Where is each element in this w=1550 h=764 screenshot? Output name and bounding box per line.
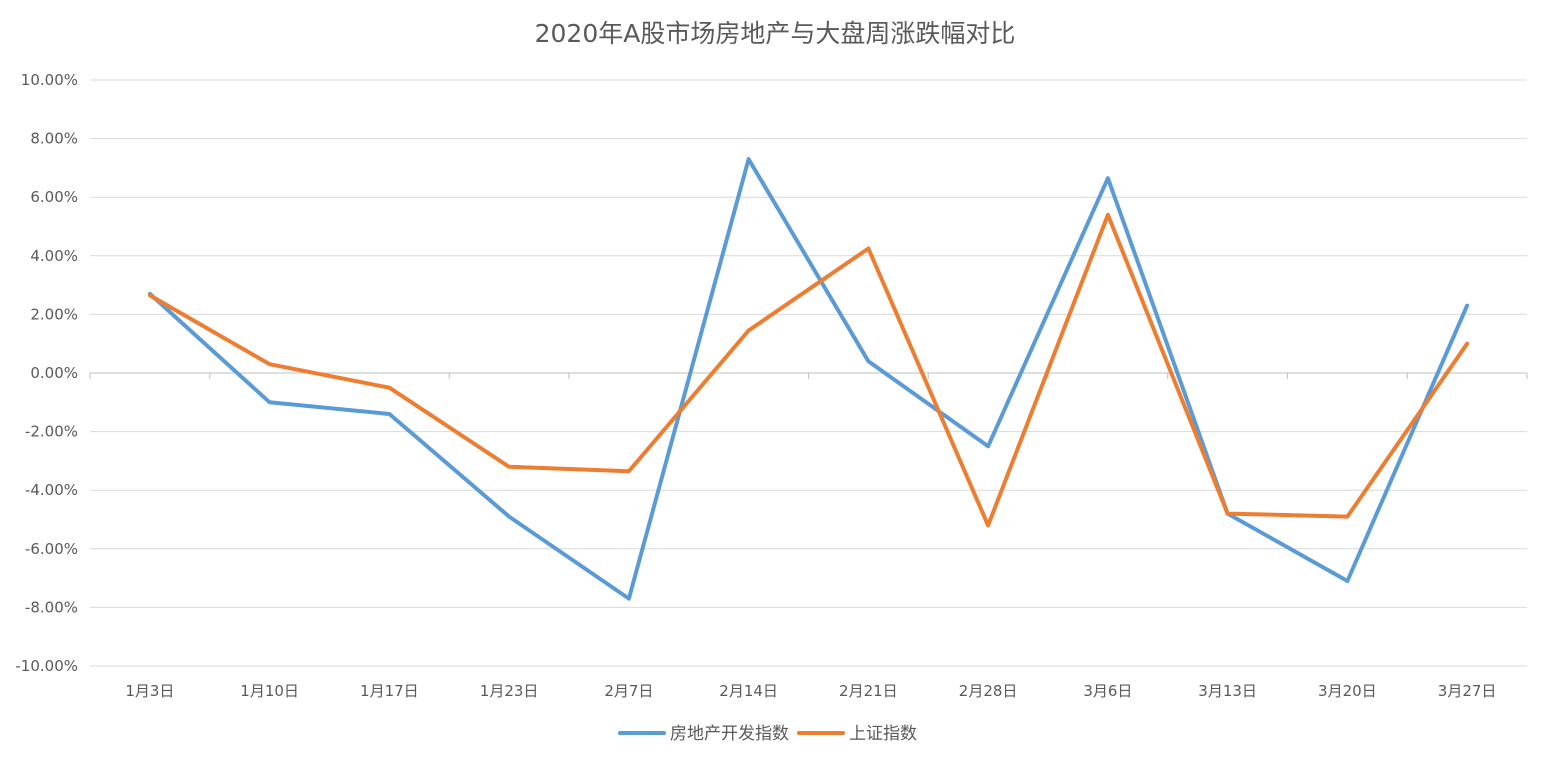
x-tick-label: 3月13日	[1198, 682, 1257, 700]
x-tick-label: 2月21日	[839, 682, 898, 700]
x-tick-label: 3月20日	[1318, 682, 1377, 700]
gridlines	[90, 79, 1527, 667]
series-line-0	[147, 157, 1470, 601]
series-lines	[147, 157, 1470, 601]
y-axis-tick-labels: 10.00% 8.00% 6.00% 4.00% 2.00% 0.00% -2.00% -4.…	[15, 71, 78, 675]
x-tick-label: 2月28日	[959, 682, 1018, 700]
y-tick-label: 6.00%	[30, 188, 78, 206]
x-tick-label: 3月27日	[1438, 682, 1497, 700]
y-tick-label: -2.00%	[25, 423, 78, 441]
x-axis-tick-labels: 1月3日 1月10日 1月17日 1月23日 2月7日 2月14日 2月21日 2月28日 3月…	[125, 682, 1496, 700]
x-tick-label: 1月10日	[240, 682, 299, 700]
y-tick-label: 10.00%	[21, 71, 78, 89]
legend-label-0: 房地产开发指数	[670, 724, 789, 744]
x-tick-label: 1月3日	[125, 682, 174, 700]
y-tick-label: -10.00%	[15, 657, 78, 675]
y-tick-label: 2.00%	[30, 305, 78, 323]
legend-label-1: 上证指数	[849, 724, 917, 744]
x-tick-label: 2月14日	[719, 682, 778, 700]
y-tick-label: 8.00%	[30, 130, 78, 148]
y-tick-label: 4.00%	[30, 247, 78, 265]
series-line-1	[147, 212, 1470, 528]
x-tick-label: 1月17日	[360, 682, 419, 700]
y-tick-label: -6.00%	[25, 540, 78, 558]
x-tick-label: 1月23日	[480, 682, 539, 700]
y-tick-label: -4.00%	[25, 481, 78, 499]
legend: 房地产开发指数 上证指数	[618, 724, 917, 744]
x-tick-label: 3月6日	[1083, 682, 1132, 700]
x-axis	[89, 372, 1528, 379]
chart-title: 2020年A股市场房地产与大盘周涨跌幅对比	[535, 19, 1016, 48]
y-tick-label: 0.00%	[30, 364, 78, 382]
x-tick-label: 2月7日	[604, 682, 653, 700]
y-tick-label: -8.00%	[25, 598, 78, 616]
